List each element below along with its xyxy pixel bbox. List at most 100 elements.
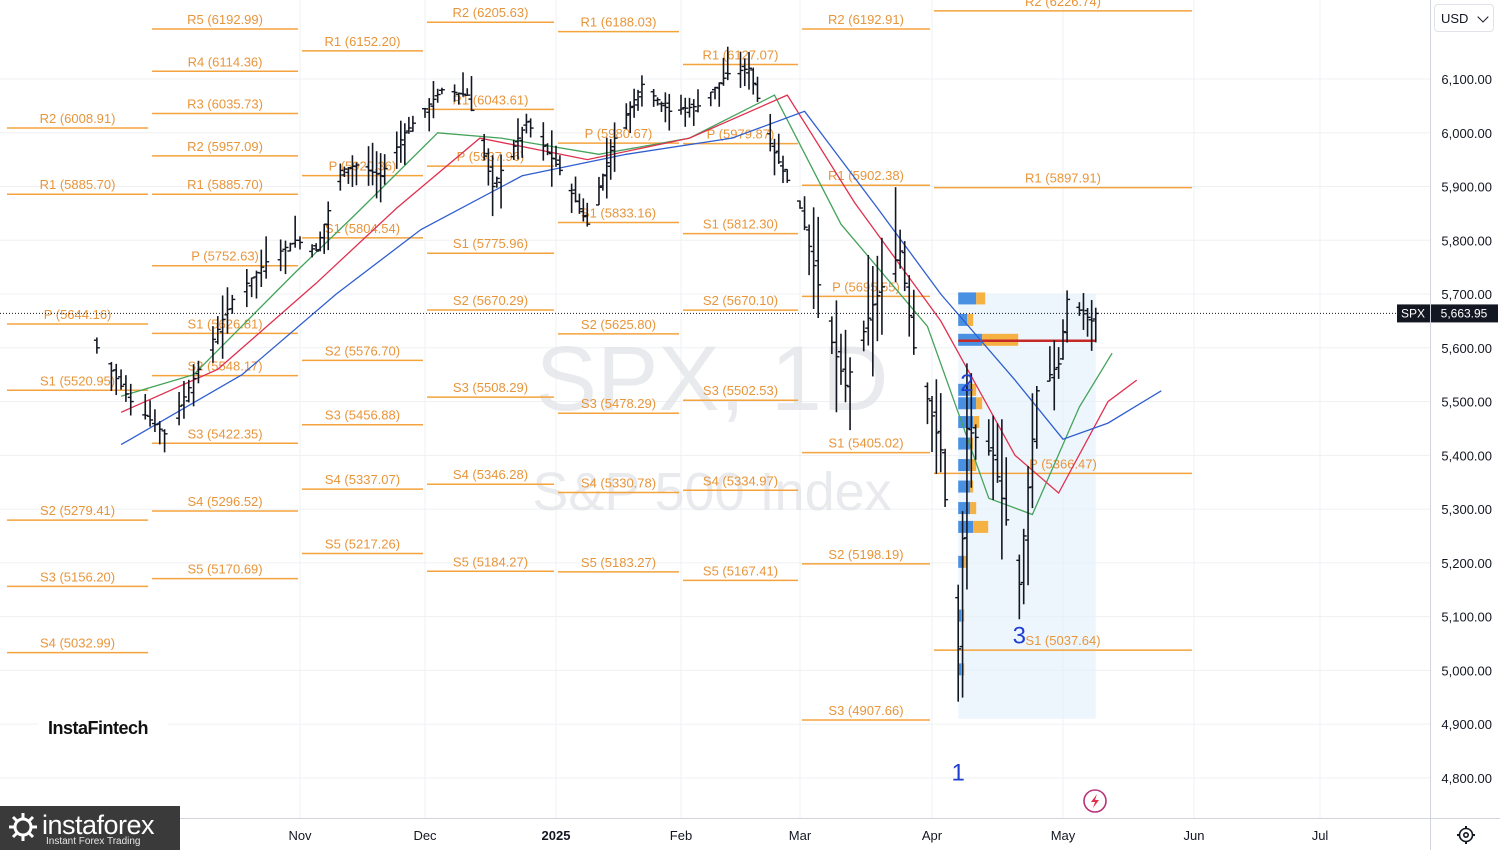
- time-axis[interactable]: Nov Dec 2025 Feb Mar Apr May Jun Jul: [288, 828, 1328, 843]
- price-tick-label: 5,800.00: [1441, 233, 1492, 248]
- pivot-label: P (5752.63): [191, 249, 259, 264]
- pivot-label: S1 (5775.96): [453, 236, 528, 251]
- price-tick-label: 5,700.00: [1441, 287, 1492, 302]
- volume-profile-bar: [970, 459, 977, 472]
- pivot-label: R2 (5957.09): [187, 139, 263, 154]
- pivot-label: R1 (5885.70): [40, 177, 116, 192]
- pivot-label: P (5979.87): [707, 127, 775, 142]
- time-tick-label: Jun: [1184, 828, 1205, 843]
- price-tick-label: 4,800.00: [1441, 771, 1492, 786]
- price-tick-label: 6,000.00: [1441, 126, 1492, 141]
- pivot-label: S2 (5625.80): [581, 317, 656, 332]
- pivot-label: S4 (5330.78): [581, 476, 656, 491]
- volume-profile-bar: [958, 663, 962, 676]
- wave-label: 3: [1013, 622, 1026, 649]
- time-tick-label: Apr: [922, 828, 943, 843]
- symbol-tag: SPX: [1401, 306, 1425, 320]
- volume-profile-bar: [973, 416, 980, 429]
- price-axis[interactable]: 6,100.00 6,000.00 5,900.00 5,800.00 5,700.00…: [1441, 72, 1492, 786]
- pivot-label: S5 (5170.69): [187, 562, 262, 577]
- pivot-label: P (5937.96): [457, 149, 525, 164]
- chevron-down-icon: [1477, 11, 1489, 23]
- price-tick-label: 6,100.00: [1441, 72, 1492, 87]
- time-tick-label: 2025: [542, 828, 571, 843]
- pivot-label: S3 (5422.35): [187, 426, 262, 441]
- pivot-label: S2 (5576.70): [325, 343, 400, 358]
- last-price-marker: SPX 5,663.95: [1397, 304, 1498, 323]
- volume-profile-bar: [976, 292, 986, 305]
- volume-profile-bar: [976, 397, 983, 410]
- pivot-label: S1 (5812.30): [703, 217, 778, 232]
- currency-selector[interactable]: USD: [1434, 4, 1494, 32]
- time-tick-label: Feb: [670, 828, 692, 843]
- pivot-label: S5 (5184.27): [453, 554, 528, 569]
- lightning-icon[interactable]: [1083, 789, 1107, 813]
- volume-profile-bar: [973, 520, 989, 533]
- moving-average-blue: [120, 110, 1162, 446]
- watermark-symbol: SPX, 1D: [536, 328, 889, 430]
- chart-overlays: 1 2 3: [0, 312, 1430, 787]
- pivot-label: R5 (6192.99): [187, 12, 263, 27]
- pivot-label: R1 (6188.03): [581, 15, 657, 30]
- price-bars: [93, 46, 1099, 702]
- time-tick-label: Jul: [1312, 828, 1329, 843]
- volume-profile-bar: [970, 383, 977, 396]
- pivot-label: S1 (5833.16): [581, 205, 656, 220]
- pivot-label: S4 (5346.28): [453, 467, 528, 482]
- value-area-box: [958, 294, 1096, 719]
- pivot-label: S5 (5183.27): [581, 555, 656, 570]
- pivot-label: R2 (6192.91): [828, 12, 904, 27]
- volume-profile-bar: [964, 555, 968, 568]
- pivot-label: R3 (6035.73): [187, 97, 263, 112]
- instafintech-logo: InstaFintech: [38, 710, 168, 746]
- volume-profile-bar: [958, 416, 974, 429]
- pivot-label: S1 (5626.81): [187, 316, 262, 331]
- instafintech-text: InstaFintech: [48, 717, 149, 738]
- instaforex-name: instaforex: [42, 810, 155, 840]
- pivot-label: S3 (5508.29): [453, 380, 528, 395]
- pivot-label: S4 (5296.52): [187, 494, 262, 509]
- price-tick-label: 5,400.00: [1441, 448, 1492, 463]
- currency-label: USD: [1441, 10, 1469, 26]
- pivot-label: P (5644.16): [44, 307, 112, 322]
- moving-average-red: [120, 94, 1138, 495]
- pivot-label: S1 (5804.54): [325, 221, 400, 236]
- pivot-label: R2 (6226.74): [1025, 0, 1101, 9]
- pivot-label: S5 (5167.41): [703, 563, 778, 578]
- pivot-label: S3 (5478.29): [581, 396, 656, 411]
- pivot-label: R1 (6152.20): [325, 34, 401, 49]
- volume-profile-bar: [958, 459, 971, 472]
- volume-profile-bar: [958, 609, 962, 622]
- pivot-label: P (5366.47): [1029, 456, 1097, 471]
- price-tick-label: 5,900.00: [1441, 180, 1492, 195]
- volume-profile-bar: [970, 502, 977, 515]
- pivot-label: S1 (5405.02): [828, 436, 903, 451]
- pivot-label: R1 (5885.70): [187, 177, 263, 192]
- pivot-label: S1 (5037.64): [1025, 633, 1100, 648]
- volume-profile-bar: [958, 292, 977, 305]
- time-tick-label: Dec: [413, 828, 437, 843]
- price-tick-label: 5,200.00: [1441, 556, 1492, 571]
- volume-profile-bar: [958, 480, 971, 493]
- pivot-label: S2 (5670.10): [703, 293, 778, 308]
- price-tick-label: 4,900.00: [1441, 717, 1492, 732]
- volume-profile-bar: [958, 555, 965, 568]
- time-tick-label: Mar: [789, 828, 812, 843]
- moving-averages: [120, 94, 1162, 516]
- price-tick-label: 5,000.00: [1441, 663, 1492, 678]
- pivot-label: R1 (5902.38): [828, 168, 904, 183]
- last-price-label: 5,663.95: [1441, 306, 1488, 320]
- price-tick-label: 5,600.00: [1441, 341, 1492, 356]
- pivot-label: S4 (5337.07): [325, 472, 400, 487]
- time-tick-label: Nov: [288, 828, 312, 843]
- pivot-label: S4 (5032.99): [40, 636, 115, 651]
- pivot-label: S3 (5502.53): [703, 383, 778, 398]
- pivot-label: S4 (5334.97): [703, 473, 778, 488]
- instaforex-tagline: Instant Forex Trading: [46, 836, 141, 847]
- instaforex-logo-icon: [9, 813, 37, 841]
- pivot-label: S1 (5520.95): [40, 373, 115, 388]
- settings-icon[interactable]: [1456, 825, 1476, 845]
- last-price-label-bg: [1431, 304, 1498, 323]
